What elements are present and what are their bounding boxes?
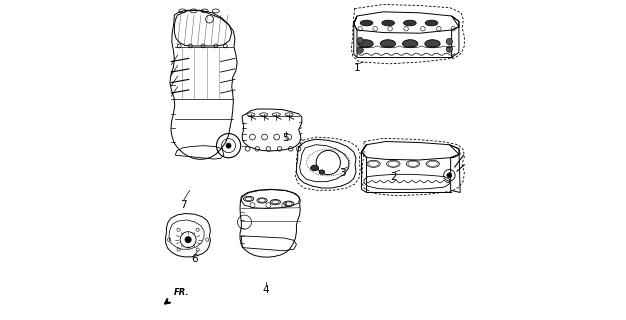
Ellipse shape <box>360 20 373 26</box>
Text: FR.: FR. <box>174 288 189 297</box>
Circle shape <box>357 37 363 44</box>
Text: 2: 2 <box>390 172 397 181</box>
Text: 6: 6 <box>191 254 198 264</box>
Ellipse shape <box>358 40 373 48</box>
Ellipse shape <box>310 165 319 171</box>
Ellipse shape <box>319 170 325 174</box>
Ellipse shape <box>380 40 396 48</box>
Ellipse shape <box>425 40 440 48</box>
Text: 1: 1 <box>354 63 361 73</box>
Text: 7: 7 <box>180 200 187 210</box>
Text: 5: 5 <box>282 133 289 143</box>
Circle shape <box>447 173 452 178</box>
Circle shape <box>185 236 192 243</box>
Ellipse shape <box>403 40 418 48</box>
Text: 3: 3 <box>339 168 346 178</box>
Ellipse shape <box>382 20 394 26</box>
Circle shape <box>446 46 453 52</box>
Ellipse shape <box>404 20 416 26</box>
Ellipse shape <box>425 20 438 26</box>
Circle shape <box>357 47 363 53</box>
Text: 4: 4 <box>263 285 269 295</box>
Circle shape <box>446 38 453 45</box>
Circle shape <box>226 143 231 148</box>
